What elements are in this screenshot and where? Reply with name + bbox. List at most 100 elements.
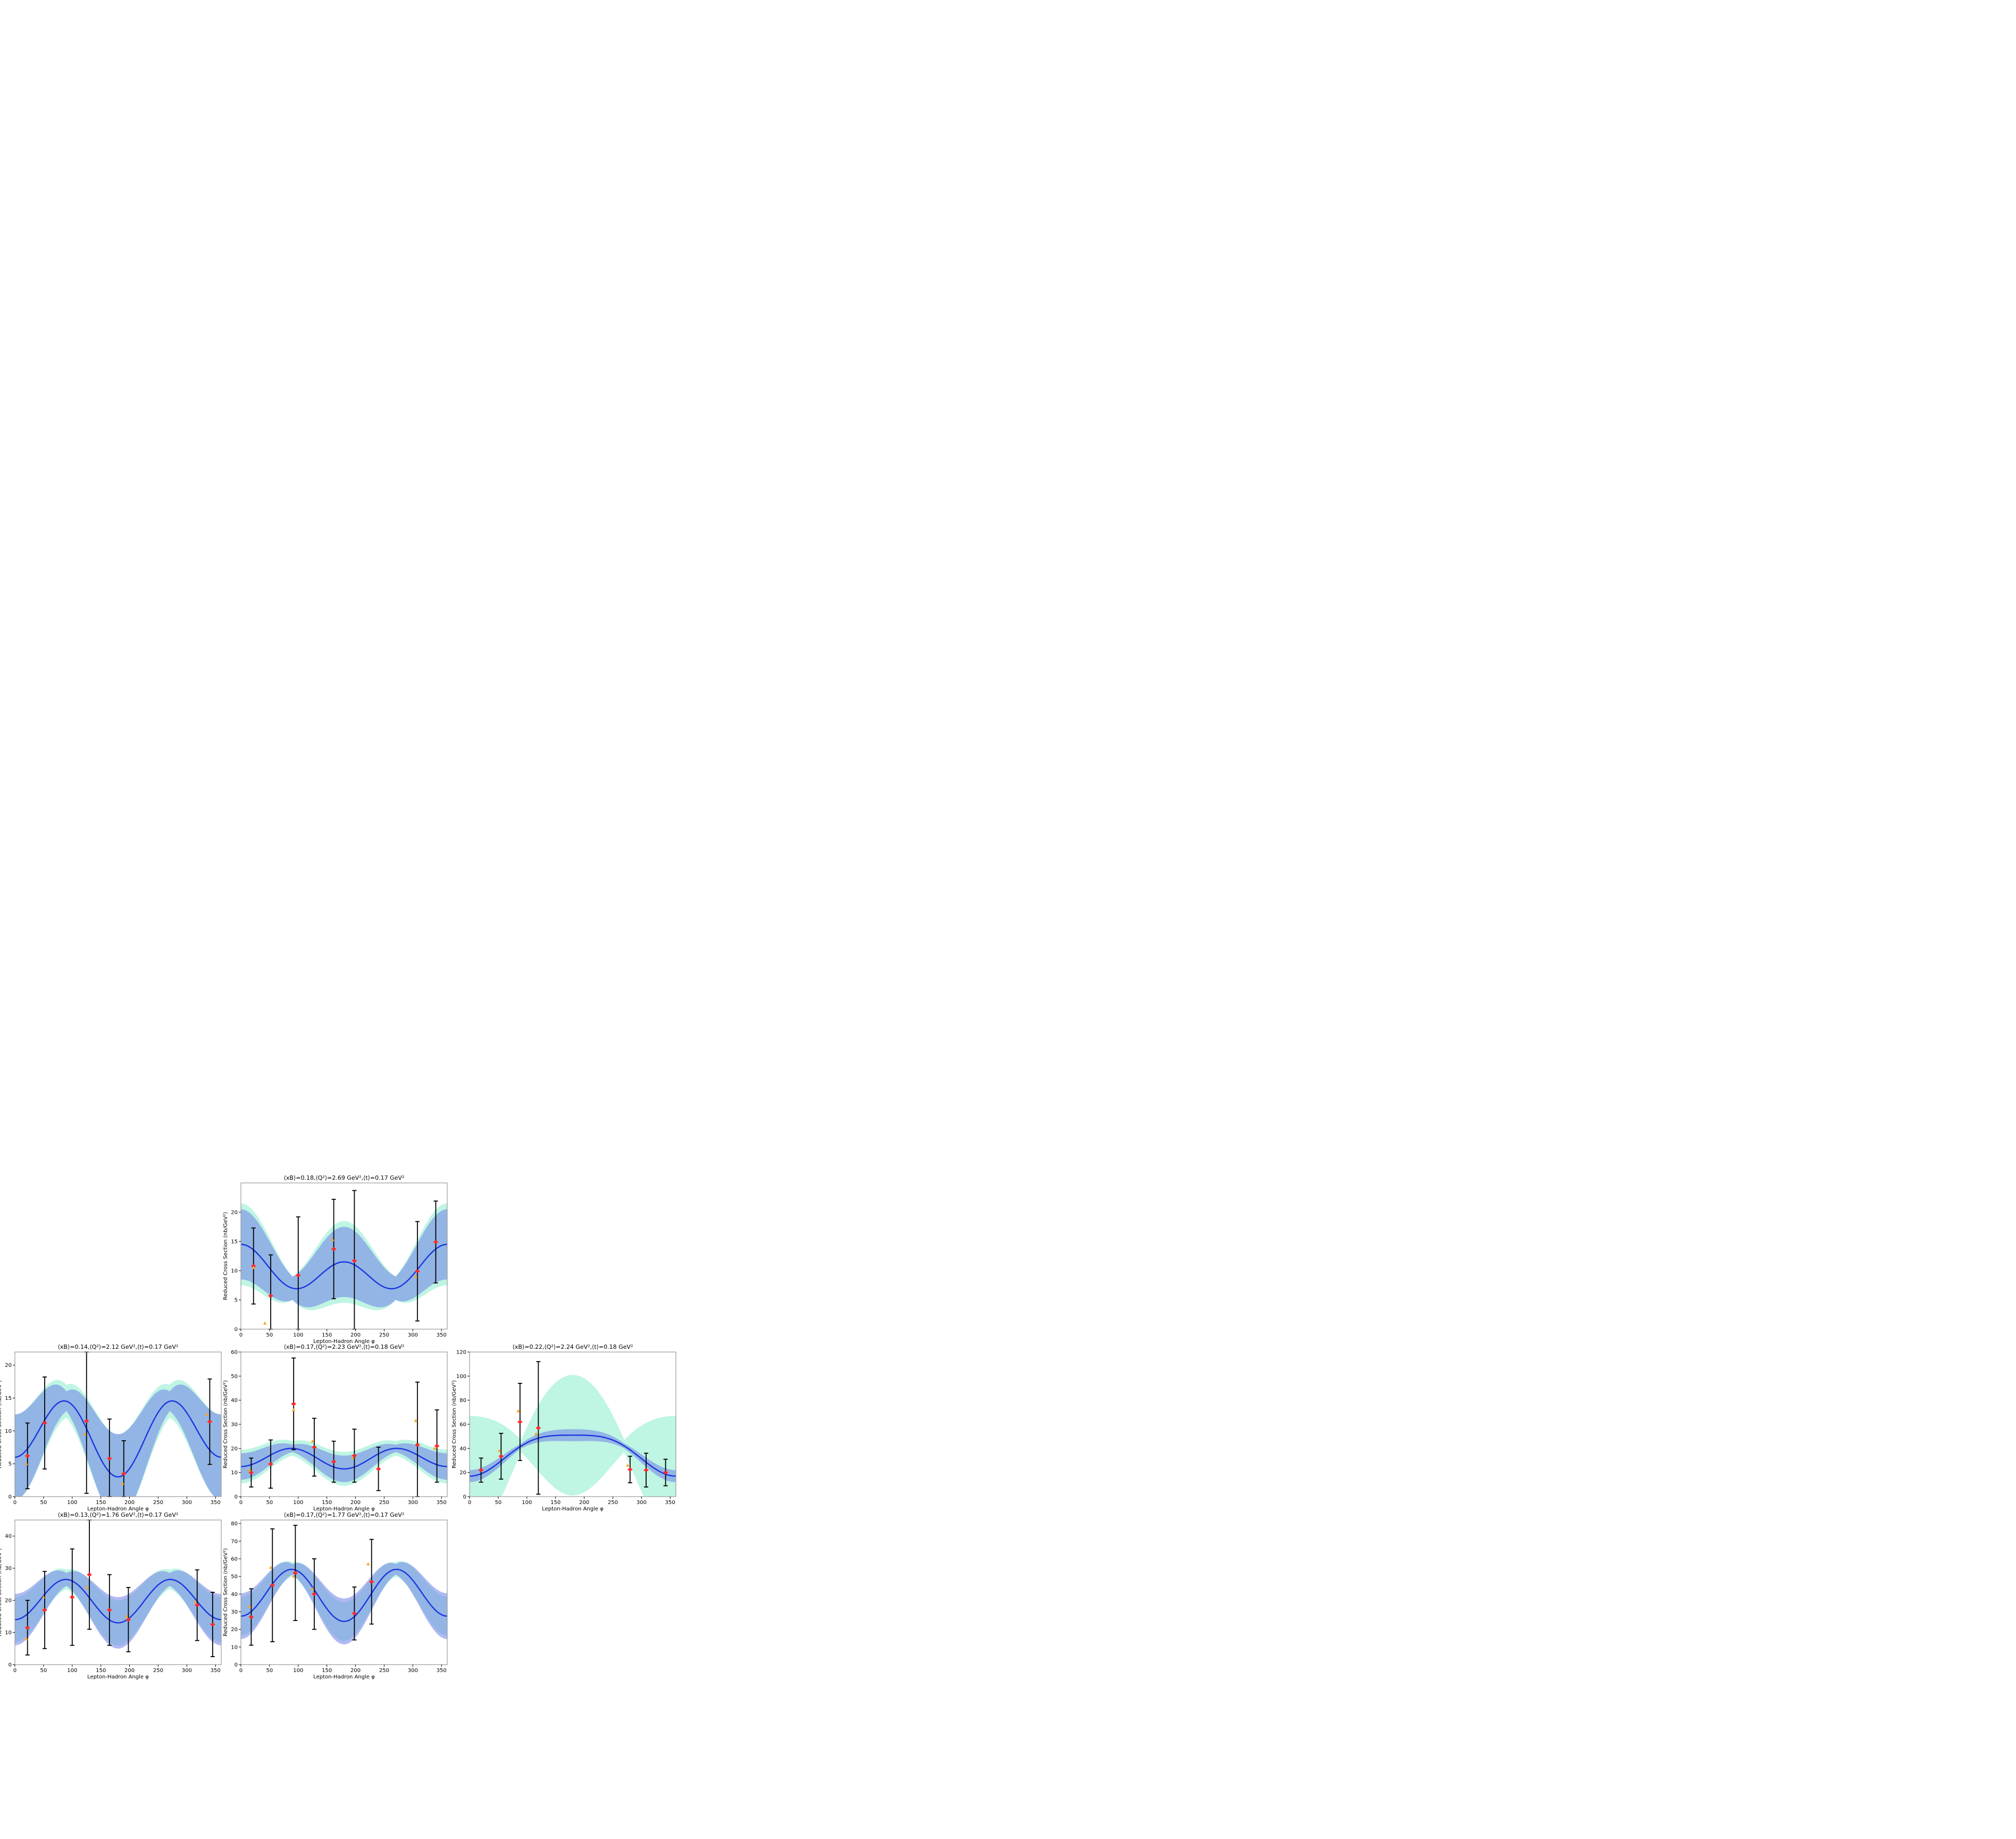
y-tick-label: 30 xyxy=(231,1609,238,1615)
y-tick-label: 0 xyxy=(235,1327,238,1333)
y-tick-label: 50 xyxy=(231,1574,238,1580)
x-tick-label: 250 xyxy=(379,1500,389,1506)
alt-data-point xyxy=(121,1481,124,1485)
data-point xyxy=(353,1259,356,1263)
fit-line xyxy=(470,1434,676,1477)
data-point xyxy=(332,1247,336,1251)
alt-data-point xyxy=(83,1432,87,1436)
x-tick-label: 350 xyxy=(211,1500,221,1506)
alt-data-point xyxy=(414,1418,417,1422)
y-tick-label: 20 xyxy=(5,1598,12,1604)
y-tick-label: 0 xyxy=(235,1662,238,1668)
x-tick-label: 300 xyxy=(408,1332,418,1338)
x-tick-label: 150 xyxy=(322,1500,332,1506)
alt-data-point xyxy=(414,1274,417,1278)
y-tick-label: 20 xyxy=(231,1210,238,1216)
x-tick-label: 150 xyxy=(322,1668,332,1674)
plot-frame xyxy=(14,1519,222,1665)
x-tick-label: 350 xyxy=(437,1500,447,1506)
plot-frame xyxy=(240,1519,448,1665)
y-tick-label: 40 xyxy=(231,1592,238,1598)
y-tick-label: 5 xyxy=(9,1462,12,1467)
y-tick-label: 50 xyxy=(231,1374,238,1380)
x-tick-label: 200 xyxy=(350,1332,361,1338)
y-tick-label: 30 xyxy=(5,1566,12,1572)
data-point xyxy=(312,1592,316,1596)
y-tick-label: 10 xyxy=(231,1644,238,1650)
alt-data-point xyxy=(124,1614,129,1618)
y-tick-label: 100 xyxy=(456,1374,466,1380)
x-tick-label: 50 xyxy=(40,1668,47,1674)
y-tick-label: 80 xyxy=(459,1398,466,1404)
x-tick-label: 100 xyxy=(293,1668,303,1674)
y-tick-label: 10 xyxy=(231,1470,238,1476)
alt-data-point xyxy=(534,1432,538,1435)
plot-frame xyxy=(14,1351,222,1497)
y-axis-label: Reduced Cross Section (nb/GeV²) xyxy=(451,1380,457,1468)
chart-panel: 0 50 100 150 200 250 300 350 0 10 20 30 40 ⟨xB⟩=0.13,… xyxy=(0,1511,222,1680)
data-point xyxy=(85,1419,88,1423)
x-tick-label: 50 xyxy=(40,1500,47,1506)
fit-line xyxy=(241,1244,447,1290)
alt-data-point xyxy=(269,1566,273,1569)
x-tick-label: 250 xyxy=(379,1668,389,1674)
y-tick-label: 20 xyxy=(5,1363,12,1368)
chart-title: ⟨xB⟩=0.22,⟨Q²⟩=2.24 GeV²,⟨t⟩=0.18 GeV² xyxy=(513,1343,633,1350)
data-point xyxy=(249,1471,253,1474)
plot-area xyxy=(470,1375,676,1497)
data-point xyxy=(370,1580,373,1584)
x-tick-label: 350 xyxy=(665,1500,675,1506)
y-tick-label: 15 xyxy=(231,1239,238,1245)
alt-data-point xyxy=(311,1586,314,1590)
alt-data-point xyxy=(291,1574,296,1578)
data-point xyxy=(208,1420,212,1424)
data-point xyxy=(332,1460,336,1464)
y-axis-label: Reduced Cross Section (nb/GeV²) xyxy=(223,1212,229,1300)
y-tick-label: 10 xyxy=(231,1269,238,1274)
chart-panel: 0 50 100 150 200 250 300 350 0 20 40 60 80 100 120 ⟨xB⟩… xyxy=(451,1343,676,1512)
x-tick-label: 50 xyxy=(495,1500,502,1506)
alt-data-point xyxy=(497,1449,501,1452)
y-tick-label: 15 xyxy=(5,1396,12,1401)
y-tick-label: 20 xyxy=(231,1446,238,1452)
blue-uncertainty-band xyxy=(15,1570,221,1649)
data-point xyxy=(296,1273,300,1277)
data-point xyxy=(122,1472,126,1475)
y-tick-label: 0 xyxy=(9,1662,12,1668)
x-tick-label: 0 xyxy=(468,1500,471,1506)
x-tick-label: 350 xyxy=(437,1668,447,1674)
x-tick-label: 350 xyxy=(437,1332,447,1338)
alt-data-point xyxy=(41,1595,46,1599)
fit-line xyxy=(241,1448,447,1470)
y-tick-label: 40 xyxy=(231,1398,238,1404)
y-axis-label: Reduced Cross Section (nb/GeV²) xyxy=(223,1380,229,1468)
plot-area xyxy=(15,1568,221,1649)
data-point xyxy=(435,1444,439,1448)
x-tick-label: 300 xyxy=(182,1668,192,1674)
x-axis-label: Lepton-Hadron Angle φ xyxy=(87,1506,149,1512)
chart-title: ⟨xB⟩=0.18,⟨Q²⟩=2.69 GeV²,⟨t⟩=0.17 GeV² xyxy=(284,1174,405,1181)
blue-uncertainty-band xyxy=(241,1443,447,1482)
x-tick-label: 250 xyxy=(153,1500,163,1506)
alt-data-point xyxy=(626,1463,630,1467)
data-point xyxy=(271,1583,274,1587)
plot-area xyxy=(241,1561,447,1644)
y-tick-label: 5 xyxy=(235,1298,238,1304)
data-point xyxy=(291,1402,296,1406)
y-tick-label: 70 xyxy=(231,1539,238,1544)
x-tick-label: 300 xyxy=(637,1500,647,1506)
data-point xyxy=(195,1603,199,1607)
chart-panel: 0 50 100 150 200 250 300 350 0 5 10 15 20 ⟨xB⟩=0.14,⟨… xyxy=(0,1343,222,1512)
y-axis-label: Reduced Cross Section (nb/GeV²) xyxy=(0,1548,3,1636)
x-tick-label: 300 xyxy=(408,1668,418,1674)
x-tick-label: 50 xyxy=(266,1500,273,1506)
data-point xyxy=(107,1457,112,1460)
x-axis-label: Lepton-Hadron Angle φ xyxy=(87,1674,149,1680)
data-point xyxy=(353,1454,356,1458)
x-tick-label: 150 xyxy=(96,1500,106,1506)
blue-uncertainty-band xyxy=(470,1429,676,1482)
x-axis-label: Lepton-Hadron Angle φ xyxy=(313,1674,375,1680)
x-tick-label: 0 xyxy=(239,1668,242,1674)
data-point xyxy=(377,1467,380,1471)
